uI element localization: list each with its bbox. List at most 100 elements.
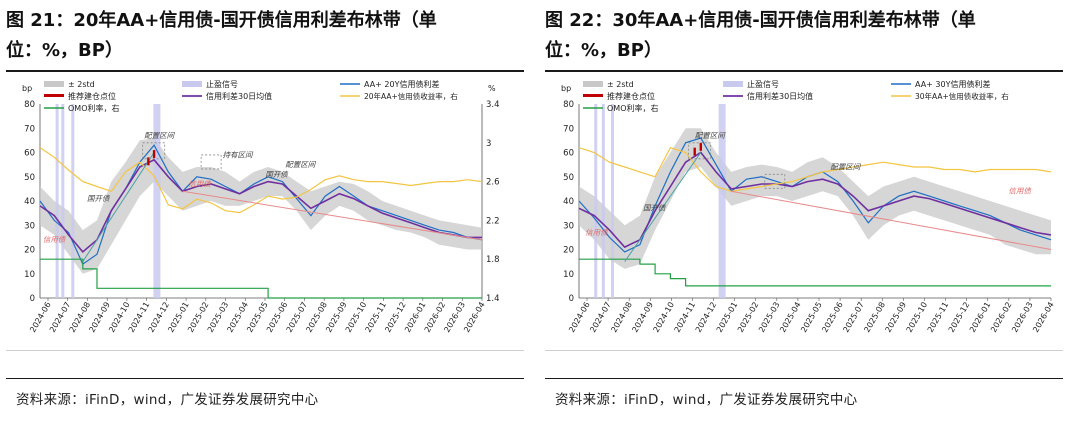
legend-swatch-entry	[44, 94, 64, 97]
annotation-guokaizhai2: 国开债	[265, 170, 289, 179]
y-tick-left-label: 0	[30, 294, 35, 304]
entry-point-marker	[152, 150, 156, 159]
series-line-2	[39, 147, 483, 214]
allocation-zone-box	[142, 142, 166, 160]
y-tick-left-label: 80	[563, 100, 574, 110]
y-tick-left-label: 40	[563, 197, 574, 207]
annotation-guokaizhai: 国开债	[643, 204, 667, 213]
legend-label-entry: 推荐建仓点位	[607, 91, 655, 101]
y-tick-left-label: 60	[24, 149, 35, 159]
entry-point-marker	[147, 157, 150, 166]
y-tick-right-label: 3	[486, 139, 491, 149]
y-tick-right-label: 2.6	[486, 178, 500, 188]
legend-label-band: ± 2std	[68, 80, 95, 89]
trend-line-down	[182, 190, 483, 241]
legend-label-omo: OMO利率，右	[607, 103, 659, 113]
legend-label-signal: 止盈信号	[747, 79, 779, 89]
y-tick-left-label: 30	[24, 221, 35, 231]
annotation-chaoji: 信用债	[188, 179, 212, 188]
figure-title-continued: 位：%，BP）	[6, 40, 123, 61]
source-divider	[545, 378, 1063, 379]
entry-point-marker	[699, 142, 703, 151]
figure-title: 图 22：30年AA+信用债-国开债信用利差布林带（单	[545, 10, 976, 31]
legend-label-yield: 20年AA+信用债收益率，右	[364, 91, 458, 101]
legend-label-ma30: 信用利差30日均值	[206, 91, 272, 101]
x-tick-label: 2026-04	[1031, 301, 1056, 334]
y-tick-right-label: 2.2	[486, 216, 500, 226]
y-tick-left-label: 50	[24, 173, 35, 183]
take-profit-signal-bar	[71, 104, 75, 298]
figure-22-panel: 图 22：30年AA+信用债-国开债信用利差布林带（单 位：%，BP） bp 0 1…	[545, 0, 1065, 423]
chart-bottom-divider	[6, 350, 524, 351]
y-tick-left-label: 70	[24, 124, 35, 134]
take-profit-signal-bar	[601, 104, 605, 298]
series-line-2	[578, 146, 1052, 192]
y-axis-left-label: bp	[22, 84, 32, 93]
legend-swatch-entry	[583, 94, 603, 97]
annotation-xinyongzhai: 信用债	[43, 235, 67, 244]
data-source-note: 资料来源：iFinD，wind，广发证券发展研究中心	[16, 392, 319, 408]
title-divider	[545, 70, 1063, 72]
chart-bottom-divider	[545, 350, 1063, 351]
data-source-note: 资料来源：iFinD，wind，广发证券发展研究中心	[555, 392, 858, 408]
take-profit-signal-bar	[594, 104, 598, 298]
annotation-peizhi2: 配置区间	[285, 160, 316, 169]
credit-spread-chart-20y: bp 0 10 20 30 40 50 60 70 80% 1.4 1.8 2.2 2.6 3 3.4 配置区间…	[22, 79, 500, 334]
annotation-xinyongzhai2: 信用债	[1008, 187, 1032, 196]
annotation-guokaizhai: 国开债	[87, 194, 111, 203]
y-tick-right-label: 1.8	[486, 255, 500, 265]
figure-title: 图 21：20年AA+信用债-国开债信用利差布林带（单	[6, 10, 437, 31]
series-line-3	[579, 258, 1051, 287]
figure-title-continued: 位：%，BP）	[545, 40, 662, 61]
y-tick-left-label: 60	[563, 149, 574, 159]
take-profit-signal-bar	[153, 104, 161, 298]
legend-label-band: ± 2std	[607, 80, 634, 89]
annotation-peizhi: 配置区间	[695, 131, 726, 140]
bollinger-band-area	[579, 128, 1051, 269]
legend-swatch-band	[583, 81, 603, 87]
y-tick-left-label: 20	[563, 246, 574, 256]
trend-line-up	[624, 152, 702, 262]
y-tick-left-label: 50	[563, 173, 574, 183]
legend-label-spread: AA+ 20Y信用债利差	[364, 79, 439, 89]
legend-label-omo: OMO利率，右	[68, 103, 120, 113]
y-tick-left-label: 0	[569, 294, 574, 304]
y-tick-left-label: 40	[24, 197, 35, 207]
y-tick-left-label: 70	[563, 124, 574, 134]
legend-label-signal: 止盈信号	[206, 79, 238, 89]
take-profit-signal-bar	[718, 104, 726, 298]
legend-swatch-signal	[182, 81, 202, 87]
legend-swatch-signal	[723, 81, 743, 87]
series-line-1	[578, 151, 1052, 249]
entry-point-marker	[693, 147, 696, 156]
y-tick-left-label: 30	[563, 221, 574, 231]
credit-spread-chart-30y: bp01020304050607080配置区间配置区间信用债国开债信用债2024…	[561, 79, 1056, 334]
annotation-peizhi: 配置区间	[144, 131, 175, 140]
y-tick-left-label: 80	[24, 100, 35, 110]
allocation-zone-box	[688, 142, 712, 160]
y-tick-left-label: 20	[24, 246, 35, 256]
y-tick-left-label: 10	[563, 270, 574, 280]
legend-label-yield: 30年AA+信用债收益率，右	[915, 91, 1009, 101]
legend-swatch-band	[44, 81, 64, 87]
take-profit-signal-bar	[55, 104, 59, 298]
take-profit-signal-bar	[61, 104, 65, 298]
y-tick-right-label: 1.4	[486, 294, 500, 304]
source-divider	[6, 378, 524, 379]
series-line-1	[39, 158, 482, 254]
legend-label-spread: AA+ 30Y信用债利差	[915, 79, 990, 89]
trend-line-up	[82, 152, 155, 262]
annotation-xinyongzhai: 信用债	[585, 228, 609, 237]
bollinger-band-area	[40, 138, 482, 274]
trend-line-down	[731, 190, 1052, 250]
legend-label-entry: 推荐建仓点位	[68, 91, 116, 101]
y-tick-left-label: 10	[24, 270, 35, 280]
annotation-chiyou: 持有区间	[223, 150, 254, 159]
annotation-peizhi2: 配置区间	[830, 162, 861, 171]
y-tick-right-label: 3.4	[486, 100, 500, 110]
figure-21-panel: 图 21：20年AA+信用债-国开债信用利差布林带（单 位：%，BP） bp 0 1…	[6, 0, 526, 423]
legend-label-ma30: 信用利差30日均值	[747, 91, 813, 101]
take-profit-signal-bar	[610, 104, 614, 298]
y-axis-right-label: %	[488, 84, 496, 93]
series-line-3	[40, 258, 482, 299]
